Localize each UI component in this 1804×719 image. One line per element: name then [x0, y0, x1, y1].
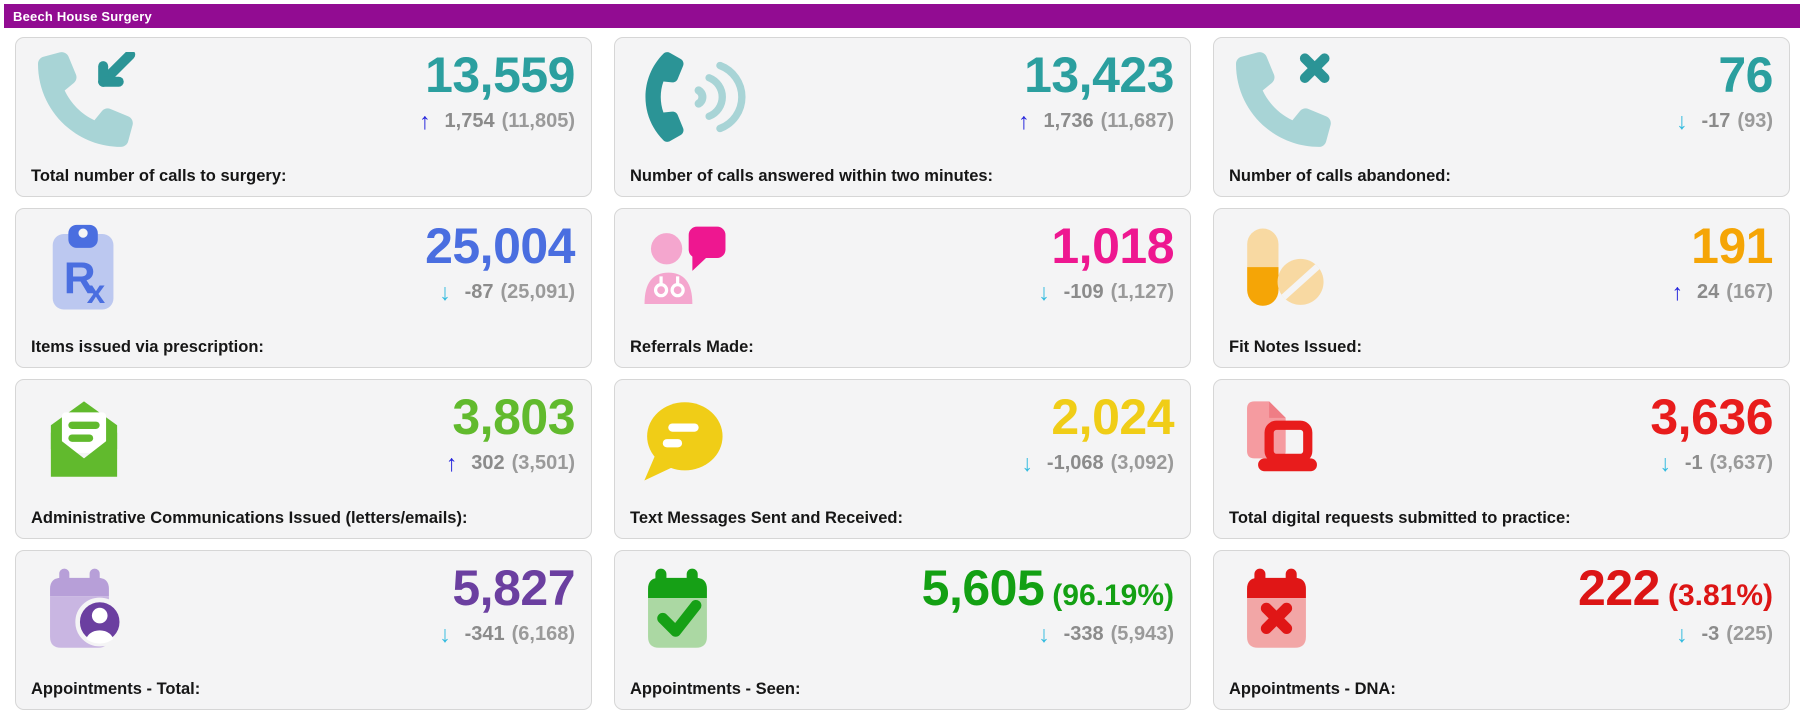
- stat-label: Text Messages Sent and Received:: [630, 509, 903, 527]
- trend-down-icon: ↓: [1676, 621, 1688, 647]
- delta-value: 24: [1697, 281, 1720, 303]
- delta-value: -17: [1701, 110, 1731, 132]
- calendar-x-icon: [1224, 559, 1328, 657]
- speech-bubble-icon: [625, 388, 729, 486]
- trend-down-icon: ↓: [1676, 108, 1688, 134]
- trend-down-icon: ↓: [1038, 279, 1050, 305]
- stat-label: Appointments - DNA:: [1229, 680, 1396, 698]
- envelope-letter-icon: [26, 388, 130, 486]
- previous-value: (6,168): [511, 623, 575, 645]
- delta-value: -341: [464, 623, 505, 645]
- trend-down-icon: ↓: [1021, 450, 1033, 476]
- stat-suffix: (3.81%): [1667, 579, 1773, 612]
- stat-label: Total number of calls to surgery:: [31, 167, 287, 185]
- trend-down-icon: ↓: [1038, 621, 1050, 647]
- stat-value: 5,827: [452, 560, 575, 616]
- card-calls-abandoned: 76 ↓ -17 (93) Number of calls abandoned:: [1213, 37, 1790, 197]
- delta-value: -1: [1684, 452, 1703, 474]
- stat-label: Fit Notes Issued:: [1229, 338, 1362, 356]
- delta-value: -109: [1063, 281, 1104, 303]
- previous-value: (11,687): [1100, 110, 1174, 132]
- stat-label: Administrative Communications Issued (le…: [31, 509, 468, 527]
- stat-value: 2,024: [1051, 389, 1174, 445]
- stat-label: Number of calls abandoned:: [1229, 167, 1451, 185]
- stat-label: Total digital requests submitted to prac…: [1229, 509, 1571, 527]
- card-calls-answered: 13,423 ↑ 1,736 (11,687) Number of calls an…: [614, 37, 1191, 197]
- delta-value: -3: [1701, 623, 1720, 645]
- stat-value: 222: [1578, 560, 1660, 616]
- previous-value: (5,943): [1110, 623, 1174, 645]
- pills-icon: [1224, 217, 1332, 315]
- previous-value: (3,637): [1709, 452, 1773, 474]
- previous-value: (3,501): [511, 452, 575, 474]
- app-header: Beech House Surgery: [4, 4, 1800, 28]
- trend-up-icon: ↑: [1018, 108, 1030, 134]
- trend-down-icon: ↓: [439, 279, 451, 305]
- stat-value: 76: [1718, 47, 1773, 103]
- delta-value: -87: [464, 281, 494, 303]
- stat-value: 3,803: [452, 389, 575, 445]
- previous-value: (3,092): [1110, 452, 1174, 474]
- card-appointments-total: 5,827 ↓ -341 (6,168) Appointments - Total:: [15, 550, 592, 710]
- stat-label: Referrals Made:: [630, 338, 754, 356]
- card-digital-requests: 3,636 ↓ -1 (3,637) Total digital requests …: [1213, 379, 1790, 539]
- svg-text:x: x: [87, 274, 106, 311]
- previous-value: (25,091): [500, 281, 576, 303]
- card-prescriptions: R x 25,004 ↓ -87 (25,091) Items issued via…: [15, 208, 592, 368]
- stat-value: 25,004: [425, 218, 575, 274]
- phone-volume-icon: [625, 46, 749, 142]
- card-appointments-dna: 222 (3.81%) ↓ -3 (225) Appointments - DNA:: [1213, 550, 1790, 710]
- trend-up-icon: ↑: [419, 108, 431, 134]
- stat-label: Appointments - Seen:: [630, 680, 801, 698]
- stats-grid: 13,559 ↑ 1,754 (11,805) Total number of ca…: [0, 28, 1804, 716]
- prescription-clipboard-icon: R x: [26, 217, 130, 315]
- previous-value: (167): [1726, 281, 1773, 303]
- card-text-messages: 2,024 ↓ -1,068 (3,092) Text Messages Sent …: [614, 379, 1191, 539]
- stat-value: 191: [1691, 218, 1773, 274]
- stat-value: 13,423: [1024, 47, 1174, 103]
- previous-value: (1,127): [1110, 281, 1174, 303]
- delta-value: 1,736: [1043, 110, 1094, 132]
- stat-value: 5,605: [921, 560, 1045, 616]
- stat-suffix: (96.19%): [1052, 579, 1174, 612]
- practice-name: Beech House Surgery: [13, 8, 152, 24]
- trend-down-icon: ↓: [1659, 450, 1671, 476]
- stat-value: 1,018: [1051, 218, 1174, 274]
- card-referrals: 1,018 ↓ -109 (1,127) Referrals Made:: [614, 208, 1191, 368]
- delta-value: 1,754: [444, 110, 495, 132]
- phone-missed-icon: [1224, 46, 1336, 147]
- previous-value: (11,805): [501, 110, 575, 132]
- card-total-calls: 13,559 ↑ 1,754 (11,805) Total number of ca…: [15, 37, 592, 197]
- delta-value: 302: [471, 452, 505, 474]
- card-admin-communications: 3,803 ↑ 302 (3,501) Administrative Communi…: [15, 379, 592, 539]
- trend-up-icon: ↑: [1671, 279, 1684, 305]
- stat-label: Items issued via prescription:: [31, 338, 264, 356]
- stat-value: 3,636: [1650, 389, 1773, 445]
- stat-label: Number of calls answered within two minu…: [630, 167, 994, 185]
- svg-text:R: R: [64, 254, 96, 303]
- calendar-person-icon: [26, 559, 132, 657]
- delta-value: -338: [1063, 623, 1104, 645]
- document-laptop-icon: [1224, 388, 1328, 486]
- doctor-referral-icon: [625, 217, 733, 315]
- card-appointments-seen: 5,605 (96.19%) ↓ -338 (5,943) Appointments …: [614, 550, 1191, 710]
- previous-value: (225): [1726, 623, 1773, 645]
- stat-label: Appointments - Total:: [31, 680, 201, 698]
- calendar-check-icon: [625, 559, 729, 657]
- phone-incoming-icon: [26, 46, 138, 147]
- delta-value: -1,068: [1046, 452, 1104, 474]
- trend-up-icon: ↑: [445, 450, 458, 476]
- stat-value: 13,559: [425, 47, 575, 103]
- previous-value: (93): [1737, 110, 1773, 132]
- card-fit-notes: 191 ↑ 24 (167) Fit Notes Issued:: [1213, 208, 1790, 368]
- trend-down-icon: ↓: [439, 621, 451, 647]
